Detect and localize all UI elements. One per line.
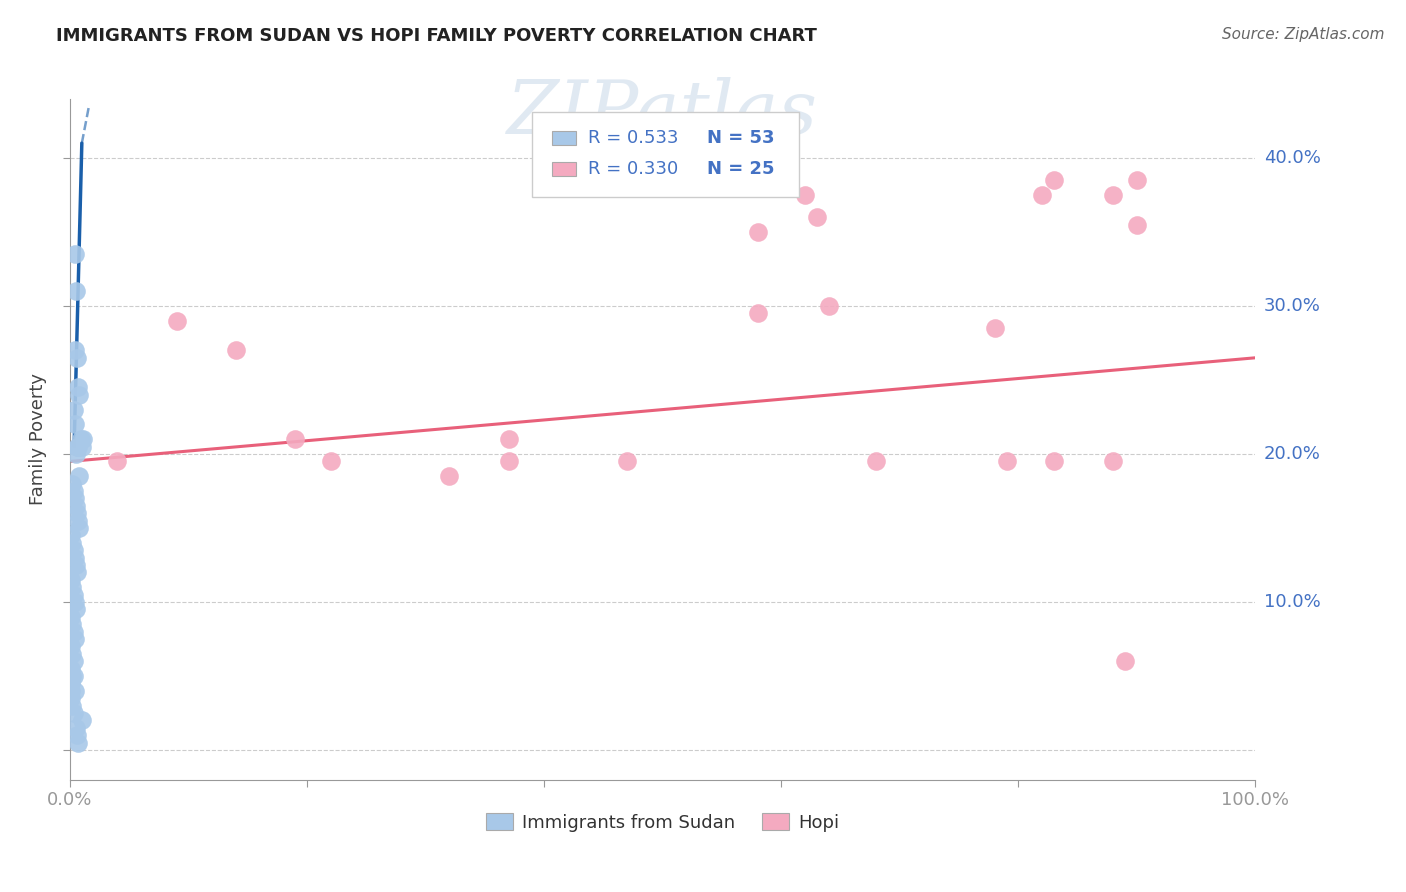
Point [498, 454, 520, 468]
Point [70, 440, 93, 454]
Text: N = 25: N = 25 [707, 160, 775, 178]
Point [865, 454, 887, 468]
Point [65, 721, 87, 735]
Text: R = 0.330: R = 0.330 [588, 160, 678, 178]
Point [62, 706, 84, 720]
Point [65, 602, 87, 616]
Point [1126, 173, 1149, 187]
Point [62, 654, 84, 668]
Point [72, 432, 94, 446]
Point [1043, 173, 1066, 187]
Text: IMMIGRANTS FROM SUDAN VS HOPI FAMILY POVERTY CORRELATION CHART: IMMIGRANTS FROM SUDAN VS HOPI FAMILY POV… [56, 27, 817, 45]
Point [225, 343, 247, 358]
Text: ZIPatlas: ZIPatlas [508, 78, 818, 150]
Point [817, 299, 839, 313]
Point [62, 588, 84, 602]
Point [1102, 188, 1125, 202]
Point [995, 454, 1018, 468]
Point [66, 506, 89, 520]
Point [62, 402, 84, 417]
Y-axis label: Family Poverty: Family Poverty [30, 373, 46, 505]
Point [63, 491, 86, 506]
Point [60, 536, 83, 550]
Point [62, 483, 84, 498]
Text: R = 0.533: R = 0.533 [588, 129, 679, 147]
Point [67, 514, 90, 528]
Point [65, 499, 87, 513]
Point [63, 632, 86, 646]
Point [60, 573, 83, 587]
Point [67, 736, 90, 750]
Point [63, 343, 86, 358]
Text: 30.0%: 30.0% [1264, 297, 1320, 315]
Point [63, 595, 86, 609]
Point [747, 306, 769, 320]
Point [60, 662, 83, 676]
Point [65, 558, 87, 572]
Point [794, 188, 817, 202]
Point [284, 432, 307, 446]
Point [60, 476, 83, 491]
Point [60, 640, 83, 654]
Point [60, 683, 83, 698]
Point [67, 380, 90, 394]
Point [66, 351, 89, 365]
Point [439, 469, 461, 483]
Point [806, 210, 828, 224]
Text: N = 53: N = 53 [707, 129, 775, 147]
Point [66, 728, 89, 742]
Point [65, 447, 87, 461]
Point [69, 388, 91, 402]
Point [60, 528, 83, 542]
Point [983, 321, 1005, 335]
Point [66, 566, 89, 580]
Point [747, 225, 769, 239]
Point [69, 432, 91, 446]
Point [60, 580, 83, 594]
Point [69, 521, 91, 535]
Point [1114, 654, 1136, 668]
Point [66, 440, 89, 454]
FancyBboxPatch shape [533, 112, 799, 197]
Text: 10.0%: 10.0% [1264, 593, 1320, 611]
Point [60, 647, 83, 661]
FancyBboxPatch shape [553, 131, 576, 145]
Point [63, 683, 86, 698]
Point [62, 624, 84, 639]
Point [63, 417, 86, 432]
Point [63, 247, 86, 261]
Point [1126, 218, 1149, 232]
Point [60, 676, 83, 690]
Point [60, 691, 83, 706]
Point [62, 543, 84, 558]
Point [498, 432, 520, 446]
Point [60, 609, 83, 624]
Text: 40.0%: 40.0% [1264, 149, 1320, 167]
Point [60, 698, 83, 713]
Point [62, 669, 84, 683]
Point [63, 550, 86, 565]
Point [1031, 188, 1053, 202]
Point [105, 454, 128, 468]
Point [1043, 454, 1066, 468]
Point [60, 669, 83, 683]
Point [65, 284, 87, 298]
Point [166, 314, 188, 328]
Point [69, 469, 91, 483]
Point [60, 617, 83, 632]
Point [67, 440, 90, 454]
Point [319, 454, 342, 468]
Text: Source: ZipAtlas.com: Source: ZipAtlas.com [1222, 27, 1385, 42]
FancyBboxPatch shape [553, 162, 576, 176]
Legend: Immigrants from Sudan, Hopi: Immigrants from Sudan, Hopi [486, 813, 839, 832]
Point [616, 454, 638, 468]
Text: 20.0%: 20.0% [1264, 445, 1320, 463]
Point [1102, 454, 1125, 468]
Point [70, 714, 93, 728]
